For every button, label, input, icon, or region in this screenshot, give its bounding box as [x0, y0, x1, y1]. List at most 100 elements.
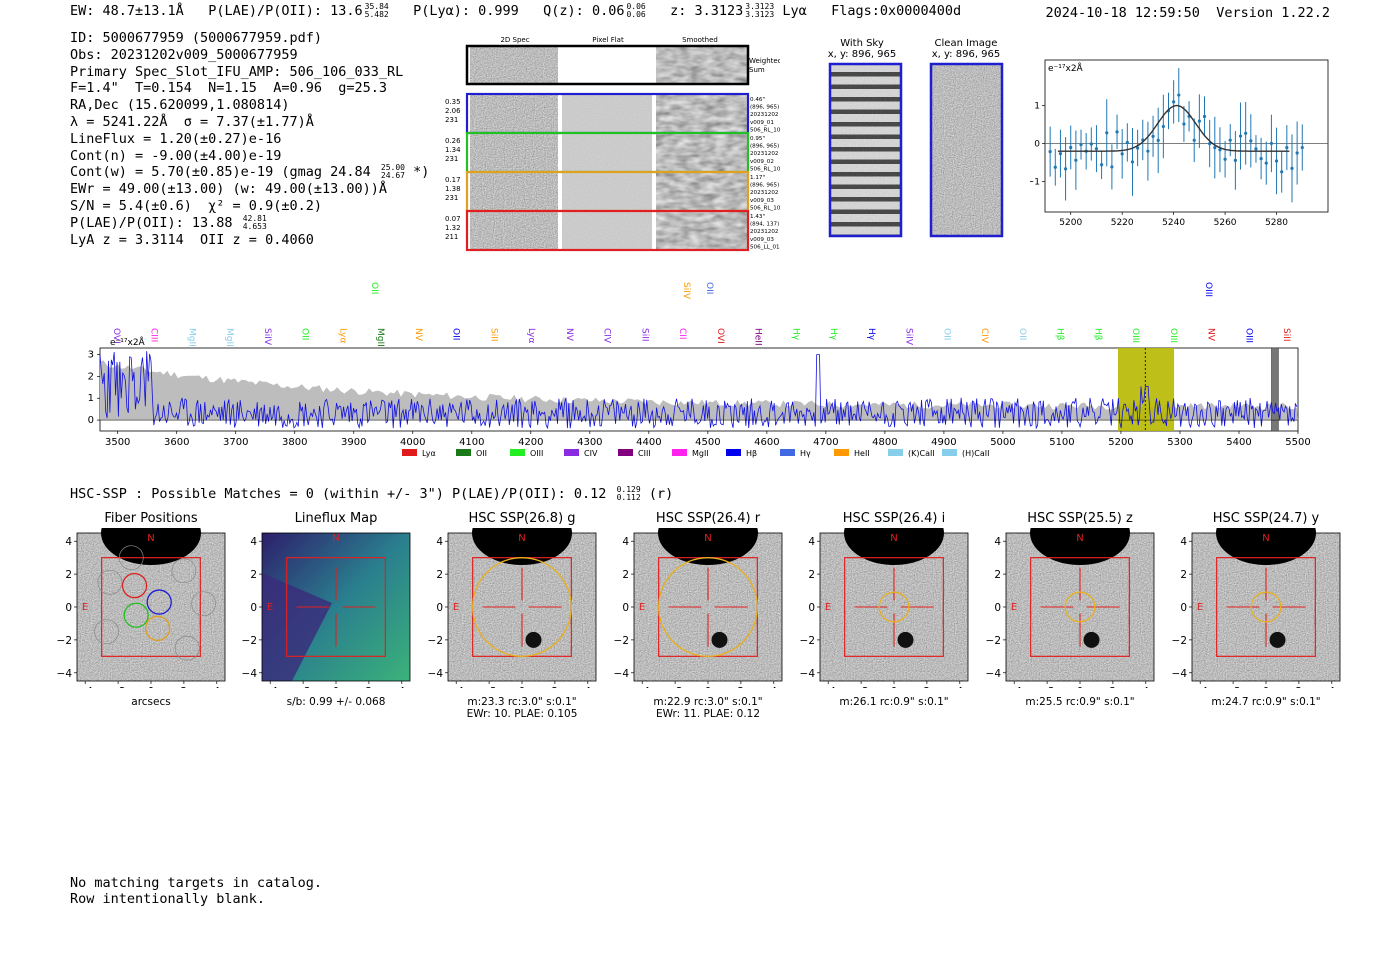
legend-swatch	[834, 449, 849, 456]
fiber-right-value: (896, 965)	[750, 105, 779, 111]
cutout-ytick-label: 0	[436, 602, 443, 614]
neighbor-source	[525, 631, 542, 648]
zoom-point	[1264, 161, 1268, 165]
spectrum-line-label: OIII	[1243, 328, 1253, 343]
spectrum-line-label: CIII	[149, 328, 159, 342]
zoom-point	[1280, 170, 1284, 174]
cutout-panel: HSC SSP(26.8) g	[428, 511, 598, 526]
fiber-smoothed	[656, 212, 748, 249]
cutout-caption: m:23.3 rc:3.0" s:0.1" EWr: 10. PLAE: 0.10…	[428, 696, 598, 720]
north-label: N	[332, 533, 339, 544]
spectrum-xtick-label: 5400	[1226, 437, 1251, 448]
fiber-2dspec	[470, 134, 558, 171]
spectrum-line-label-high: OIII	[1203, 282, 1213, 297]
cutout-title: HSC SSP(26.4) r	[655, 511, 761, 526]
fiber-left-value: 1.32	[445, 224, 461, 232]
cutout-xtick-label: 2	[366, 686, 373, 688]
zoom-point	[1161, 124, 1165, 129]
spectrum-line-label: CIV	[979, 328, 989, 344]
cutout-caption-line: s/b: 0.99 +/- 0.068	[286, 696, 386, 708]
cutout-ytick-label: 4	[65, 536, 72, 548]
cutout-frame	[447, 532, 597, 682]
east-label: E	[82, 602, 88, 613]
full-spectrum: OVI CIII MgII MgII SiIV OII Lyα MgII NV OII SiII Ly…	[88, 282, 1311, 458]
fiber-left-value: 231	[445, 155, 458, 163]
cutout-ytick-label: 0	[250, 602, 257, 614]
fiber-2dspec	[470, 212, 558, 249]
bright-source	[844, 528, 944, 565]
header-summary: EW: 48.7±13.1Å P(LAE)/P(OII): 13.6 35.84 5…	[70, 3, 962, 20]
cutout-ytick-label: 4	[808, 536, 815, 548]
zoom-point	[1238, 134, 1243, 138]
cutout-xtick-label: 2	[1296, 686, 1303, 688]
spectrum-ytick-label: 0	[88, 415, 94, 426]
fiber-right-value: 1.43"	[750, 214, 765, 220]
neighbor-source	[1269, 631, 1286, 648]
legend-label: HeII	[854, 449, 870, 458]
cutout-ytick-label: 2	[622, 569, 629, 581]
zoom-point	[1295, 151, 1299, 155]
spectrum-line-label-high: OII	[369, 282, 379, 294]
fiber-left-value: 0.07	[445, 215, 461, 223]
spectrum-line-label: MgII	[224, 328, 234, 347]
cutout-caption: arcsecs	[57, 696, 227, 708]
cutout-xtick-label: −2	[1225, 686, 1240, 688]
zoom-xtick-label: 5280	[1265, 218, 1288, 228]
spectrum-xtick-label: 5100	[1049, 437, 1074, 448]
cutout-xtick-label: −2	[1039, 686, 1054, 688]
cutout-ytick-label: −4	[1172, 668, 1187, 680]
spectrum-ytick-label: 3	[88, 350, 94, 361]
legend-swatch	[780, 449, 795, 456]
legend-label: MgII	[692, 449, 709, 458]
cutout-ytick-label: −2	[1172, 635, 1187, 647]
cutout-xtick-label: 0	[1263, 686, 1270, 688]
spectrum-ytick-label: 2	[88, 371, 94, 382]
fiber-left-value: 1.34	[445, 146, 461, 154]
legend-label: CIII	[638, 449, 651, 458]
zoom-point	[1254, 147, 1258, 151]
cutout-ytick-label: −2	[428, 635, 443, 647]
fiber-circle	[146, 589, 172, 615]
legend-swatch	[510, 449, 525, 456]
legend-label: OII	[476, 449, 487, 458]
hsc-hi: 0.129	[616, 485, 641, 494]
zoom-xtick-label: 5260	[1214, 218, 1237, 228]
spectrum-line-label-high: SiIV	[681, 282, 691, 300]
fiber-left-value: 231	[445, 194, 458, 202]
cutout-image: N E 4 −4 2 −2 0 0 −2 2 −4 4	[428, 528, 597, 688]
flags: Flags:0x0000400d	[831, 3, 962, 19]
north-label: N	[890, 533, 897, 544]
cutout-ytick-label: −4	[242, 668, 257, 680]
zoom-point	[1069, 145, 1073, 150]
fiber-right-value: v009_03	[750, 198, 774, 204]
cutout-xtick-label: 4	[770, 686, 777, 688]
cutout-caption: m:22.9 rc:3.0" s:0.1" EWr: 11. PLAE: 0.12	[614, 696, 784, 720]
cutout-caption-line: m:25.5 rc:0.9" s:0.1"	[1025, 696, 1135, 708]
cutout-title: Lineflux Map	[294, 511, 378, 526]
cutout-xtick-label: 2	[1110, 686, 1117, 688]
spectrum-line-label: OII	[1017, 328, 1027, 340]
zoom-point	[1115, 130, 1119, 134]
zoom-point	[1269, 141, 1273, 146]
info-contn: Cont(n) = -9.00(±4.00)e-19	[70, 147, 282, 164]
spectrum-xtick-label: 5200	[1108, 437, 1133, 448]
zoom-point	[1136, 146, 1140, 150]
cutout-caption: s/b: 0.99 +/- 0.068	[242, 696, 412, 708]
bright-source	[101, 528, 201, 565]
col-header-smoothed: Smoothed	[682, 36, 718, 44]
with-sky-title: With Sky	[840, 38, 884, 49]
legend-swatch	[618, 449, 633, 456]
neighbor-source	[1083, 631, 1100, 648]
east-label: E	[1197, 602, 1203, 613]
legend-swatch	[726, 449, 741, 456]
fiber-smoothed	[656, 134, 748, 171]
neighbor-source	[711, 631, 728, 648]
spectrum-highlight	[1118, 348, 1175, 431]
cutout-ytick-label: 0	[808, 602, 815, 614]
zoom-point	[1058, 151, 1063, 156]
cutout-ytick-label: 2	[250, 569, 257, 581]
legend-swatch	[672, 449, 687, 456]
zoom-point	[1223, 157, 1227, 161]
fiber-pixelflat	[562, 212, 652, 249]
fiber-pixelflat	[562, 134, 652, 171]
